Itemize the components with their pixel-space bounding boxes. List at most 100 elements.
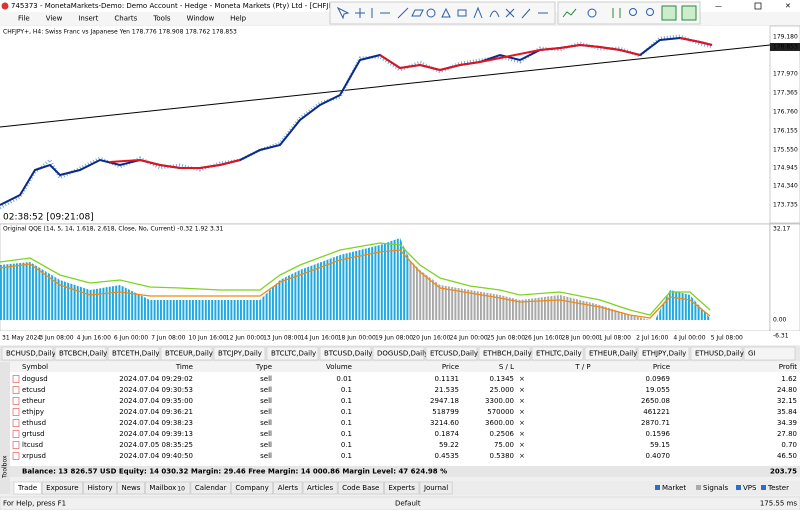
cell: 3300.00 — [485, 397, 514, 405]
price-tick-label: 174.340 — [773, 183, 798, 190]
cell: 2024.07.04 09:39:13 — [119, 430, 193, 438]
menu-item[interactable]: Insert — [78, 15, 98, 23]
window-title: 745373 - MonetaMarkets-Demo: Demo Accoun… — [11, 2, 358, 10]
time-label: 26 Jun 16:00 — [524, 335, 562, 342]
menu-item[interactable]: File — [18, 15, 30, 23]
bottom-tab[interactable]: Mailbox — [149, 484, 176, 492]
menu-item[interactable]: Charts — [114, 15, 137, 23]
chart-tab-label: ETHLTC,Daily — [536, 350, 582, 358]
cell: 32.15 — [777, 397, 797, 405]
maximize[interactable] — [754, 2, 762, 10]
column-header: T / P — [574, 363, 590, 371]
right-tab[interactable]: Market — [662, 484, 686, 492]
menu-item[interactable]: View — [46, 15, 63, 23]
chart-tab[interactable] — [372, 346, 425, 361]
chart-tab[interactable] — [584, 346, 637, 361]
summary-row — [10, 466, 800, 477]
cell: 2024.07.04 09:40:50 — [119, 452, 193, 460]
chart-tab-label: BTCLTC,Daily — [271, 350, 316, 358]
chart-tab[interactable] — [743, 346, 796, 361]
cell: 461221 — [643, 408, 670, 416]
chart-tab[interactable] — [107, 346, 160, 361]
chart-tab[interactable] — [637, 346, 690, 361]
price-tick-label: 178.853 — [773, 44, 798, 51]
row-icon — [12, 452, 20, 460]
column-header: S / L — [499, 363, 514, 371]
moving-average-down — [379, 43, 641, 72]
price-tick-label: 174.945 — [773, 165, 798, 172]
right-tab[interactable]: Signals — [703, 484, 729, 492]
chart-tab[interactable] — [160, 346, 213, 361]
cell: 0.1 — [341, 452, 352, 460]
bottom-tab[interactable]: Articles — [307, 484, 333, 492]
moving-average-down — [679, 37, 713, 46]
price-tick-label: 177.970 — [773, 71, 798, 78]
price-axis — [769, 25, 800, 224]
cell: sell — [260, 386, 272, 394]
cell: dogusd — [22, 375, 48, 383]
tab-frame — [384, 481, 420, 495]
chart-tab-label: BTCJPY,Daily — [218, 350, 262, 358]
chart-tab[interactable] — [54, 346, 107, 361]
bottom-tab[interactable]: Trade — [17, 484, 37, 492]
indicator-title: Original QQE (14, 5, 14, 1.618, 2.618, C… — [3, 226, 224, 233]
app-icon — [1, 2, 9, 10]
status-profile: Default — [395, 500, 421, 508]
close[interactable]: ✕ — [785, 2, 791, 10]
current-price-box — [770, 43, 800, 51]
time-label: 31 May 2024 — [2, 335, 41, 342]
bottom-tab[interactable]: Journal — [423, 484, 448, 492]
cell: 2650.08 — [641, 397, 670, 405]
chart-tab[interactable] — [266, 346, 319, 361]
cell: 1.62 — [781, 375, 797, 383]
time-label: 18 Jun 00:00 — [338, 335, 376, 342]
time-label: 2 Jul 16:00 — [636, 335, 668, 342]
chart-tab[interactable] — [319, 346, 372, 361]
tab-frame — [190, 481, 231, 495]
cell: 0.1 — [341, 408, 352, 416]
time-axis — [0, 331, 800, 345]
account-summary: Balance: 13 826.57 USD Equity: 14 030.32… — [22, 468, 447, 476]
cell: 35.84 — [777, 408, 798, 416]
toolbox-label: Toolbox — [2, 455, 9, 479]
chart-tab[interactable] — [213, 346, 266, 361]
cell: sell — [260, 397, 272, 405]
menu-item[interactable]: Window — [187, 15, 215, 23]
bottom-tab[interactable]: Experts — [388, 484, 415, 492]
bottom-tab[interactable]: Exposure — [46, 484, 78, 492]
bottom-tab[interactable]: News — [121, 484, 140, 492]
menu-item[interactable]: Tools — [152, 15, 171, 23]
table-header — [10, 362, 800, 372]
chart-tab[interactable] — [1, 346, 54, 361]
right-tab[interactable]: Tester — [767, 484, 789, 492]
toolbar-2 — [557, 1, 701, 25]
bottom-tab[interactable]: Code Base — [342, 484, 379, 492]
bottom-tab[interactable]: Alerts — [278, 484, 299, 492]
cell: 21.535 — [435, 386, 460, 394]
chart-tab[interactable] — [531, 346, 584, 361]
bottom-tab[interactable]: History — [88, 484, 113, 492]
cell: xrpusd — [22, 452, 46, 460]
column-header: Price — [653, 363, 670, 371]
minimize[interactable]: — — [715, 2, 722, 10]
bottom-tab[interactable]: Company — [235, 484, 268, 492]
chart-tab[interactable] — [478, 346, 531, 361]
chart-tab-label: DOGUSD,Daily — [377, 350, 428, 358]
chart-tab[interactable] — [690, 346, 743, 361]
cell: 0.0969 — [646, 375, 671, 383]
cell: 3600.00 — [485, 419, 514, 427]
cell: 3214.60 — [430, 419, 459, 427]
chart-tab[interactable] — [425, 346, 478, 361]
time-label: 14 Jun 16:00 — [300, 335, 338, 342]
price-tick-label: 176.760 — [773, 109, 798, 116]
remove-sl: × — [519, 397, 525, 405]
chart-tab-label: BTCBCH,Daily — [59, 350, 107, 358]
remove-sl: × — [519, 419, 525, 427]
menu-item[interactable]: Help — [230, 15, 247, 23]
price-tick-label: 175.550 — [773, 147, 798, 154]
right-tab[interactable]: VPS — [743, 484, 757, 492]
cell: 2947.18 — [430, 397, 459, 405]
bottom-tab[interactable]: Calendar — [195, 484, 227, 492]
price-tick-label: 177.365 — [773, 90, 798, 97]
cell: sell — [260, 441, 272, 449]
